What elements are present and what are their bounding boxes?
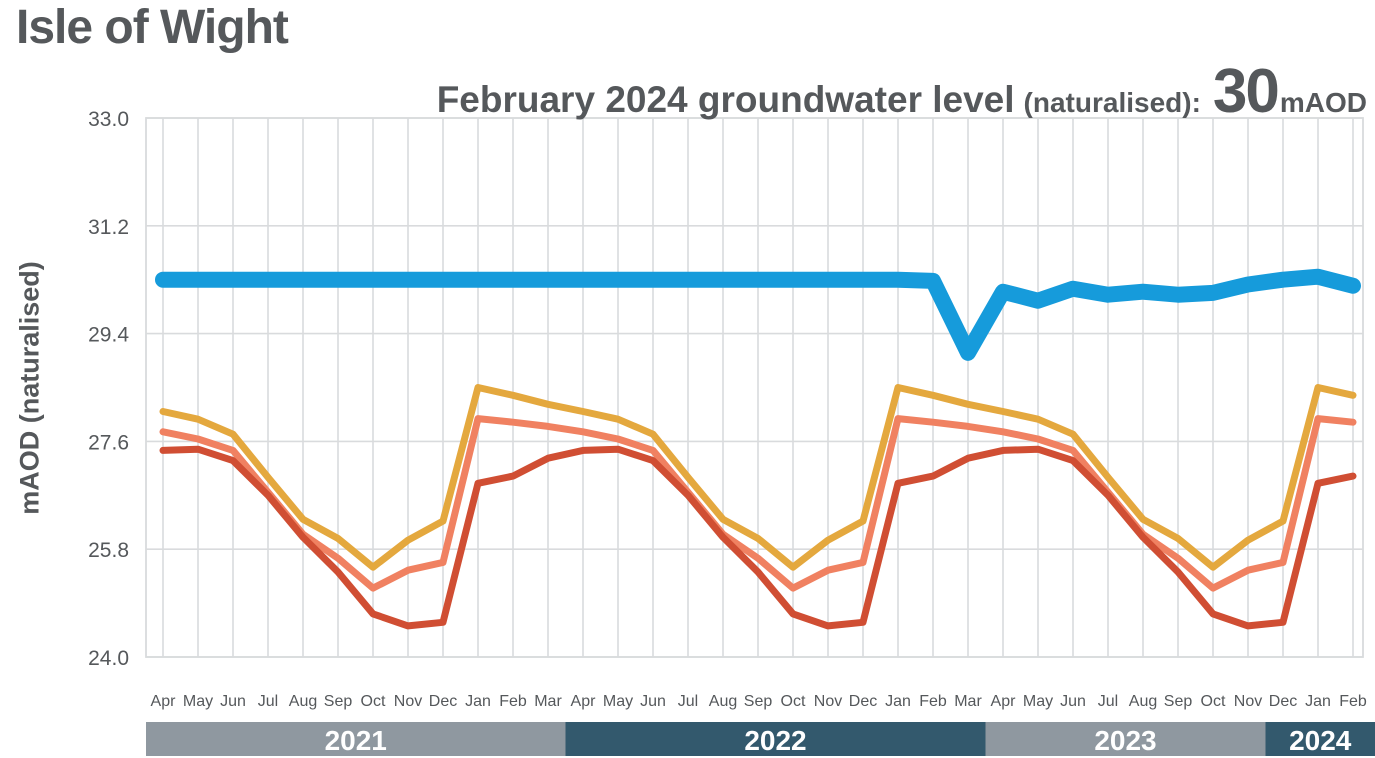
month-label: Nov: [1234, 693, 1262, 710]
series-groundwater-level-blue: [155, 268, 1361, 361]
month-label: Nov: [814, 693, 842, 710]
series-seasonal-upper-gold: [159, 384, 1357, 571]
month-label: May: [1023, 693, 1053, 710]
month-label: Sep: [744, 693, 773, 710]
year-bands: 2021 2022 2023 2024: [146, 722, 1375, 756]
y-tick-label: 31.2: [88, 216, 129, 239]
y-axis-tick-labels: 33.0 31.2 29.4 27.6 25.8 24.0: [88, 108, 129, 670]
series-seasonal-middle-salmon: [159, 415, 1357, 592]
subtitle-text: February 2024 groundwater level: [436, 79, 1015, 120]
month-label: Dec: [429, 693, 457, 710]
month-label: Jun: [640, 693, 666, 710]
month-label: Aug: [289, 693, 317, 710]
y-tick-label: 29.4: [88, 324, 129, 347]
y-tick-label: 33.0: [88, 108, 129, 131]
month-label: Jul: [678, 693, 698, 710]
month-label: May: [183, 693, 213, 710]
month-label: Apr: [151, 693, 177, 710]
month-label: Aug: [1129, 693, 1157, 710]
month-label: Sep: [1164, 693, 1193, 710]
month-label: Feb: [919, 693, 947, 710]
year-band-label: 2022: [744, 725, 806, 756]
month-label: Jul: [258, 693, 278, 710]
month-label: Jan: [1305, 693, 1331, 710]
year-band-2021: [146, 722, 566, 756]
month-label: Oct: [361, 693, 386, 710]
month-label: Dec: [849, 693, 877, 710]
chart-subtitle: February 2024 groundwater level (natural…: [437, 56, 1367, 127]
year-band-label: 2023: [1094, 725, 1156, 756]
month-label: Feb: [499, 693, 527, 710]
y-axis-label: mAOD (naturalised): [14, 261, 45, 515]
month-label: Dec: [1269, 693, 1297, 710]
current-level-unit: mAOD: [1279, 87, 1367, 118]
month-label: Mar: [954, 693, 982, 710]
plot-border: [145, 117, 1364, 658]
month-label: Jan: [465, 693, 491, 710]
y-tick-label: 27.6: [88, 431, 129, 454]
month-label: Oct: [1201, 693, 1226, 710]
current-level-value: 30: [1212, 57, 1280, 126]
month-label: Jun: [1060, 693, 1086, 710]
month-label: Sep: [324, 693, 353, 710]
year-band-2022: [565, 722, 986, 756]
month-label: Feb: [1339, 693, 1367, 710]
month-label: Jan: [885, 693, 911, 710]
year-band-2023: [985, 722, 1266, 756]
month-label: May: [603, 693, 633, 710]
month-label: Mar: [534, 693, 562, 710]
month-label: Aug: [709, 693, 737, 710]
month-label: Apr: [571, 693, 597, 710]
year-band-2024: [1265, 722, 1375, 756]
series-seasonal-lower-red: [159, 445, 1357, 630]
month-label: Jul: [1098, 693, 1118, 710]
year-band-label: 2021: [325, 725, 387, 756]
month-label: Oct: [781, 693, 806, 710]
month-label: Nov: [394, 693, 422, 710]
page-title: Isle of Wight: [16, 1, 289, 54]
y-tick-label: 25.8: [88, 539, 129, 562]
x-axis-month-labels: Apr May Jun Jul Aug Sep Oct Nov Dec Jan Feb Mar Apr M…: [151, 693, 1367, 710]
subtitle-qualifier: (naturalised):: [1023, 87, 1201, 118]
month-label: Apr: [991, 693, 1017, 710]
y-tick-label: 24.0: [88, 647, 129, 670]
year-band-label: 2024: [1289, 725, 1352, 756]
month-label: Jun: [220, 693, 246, 710]
